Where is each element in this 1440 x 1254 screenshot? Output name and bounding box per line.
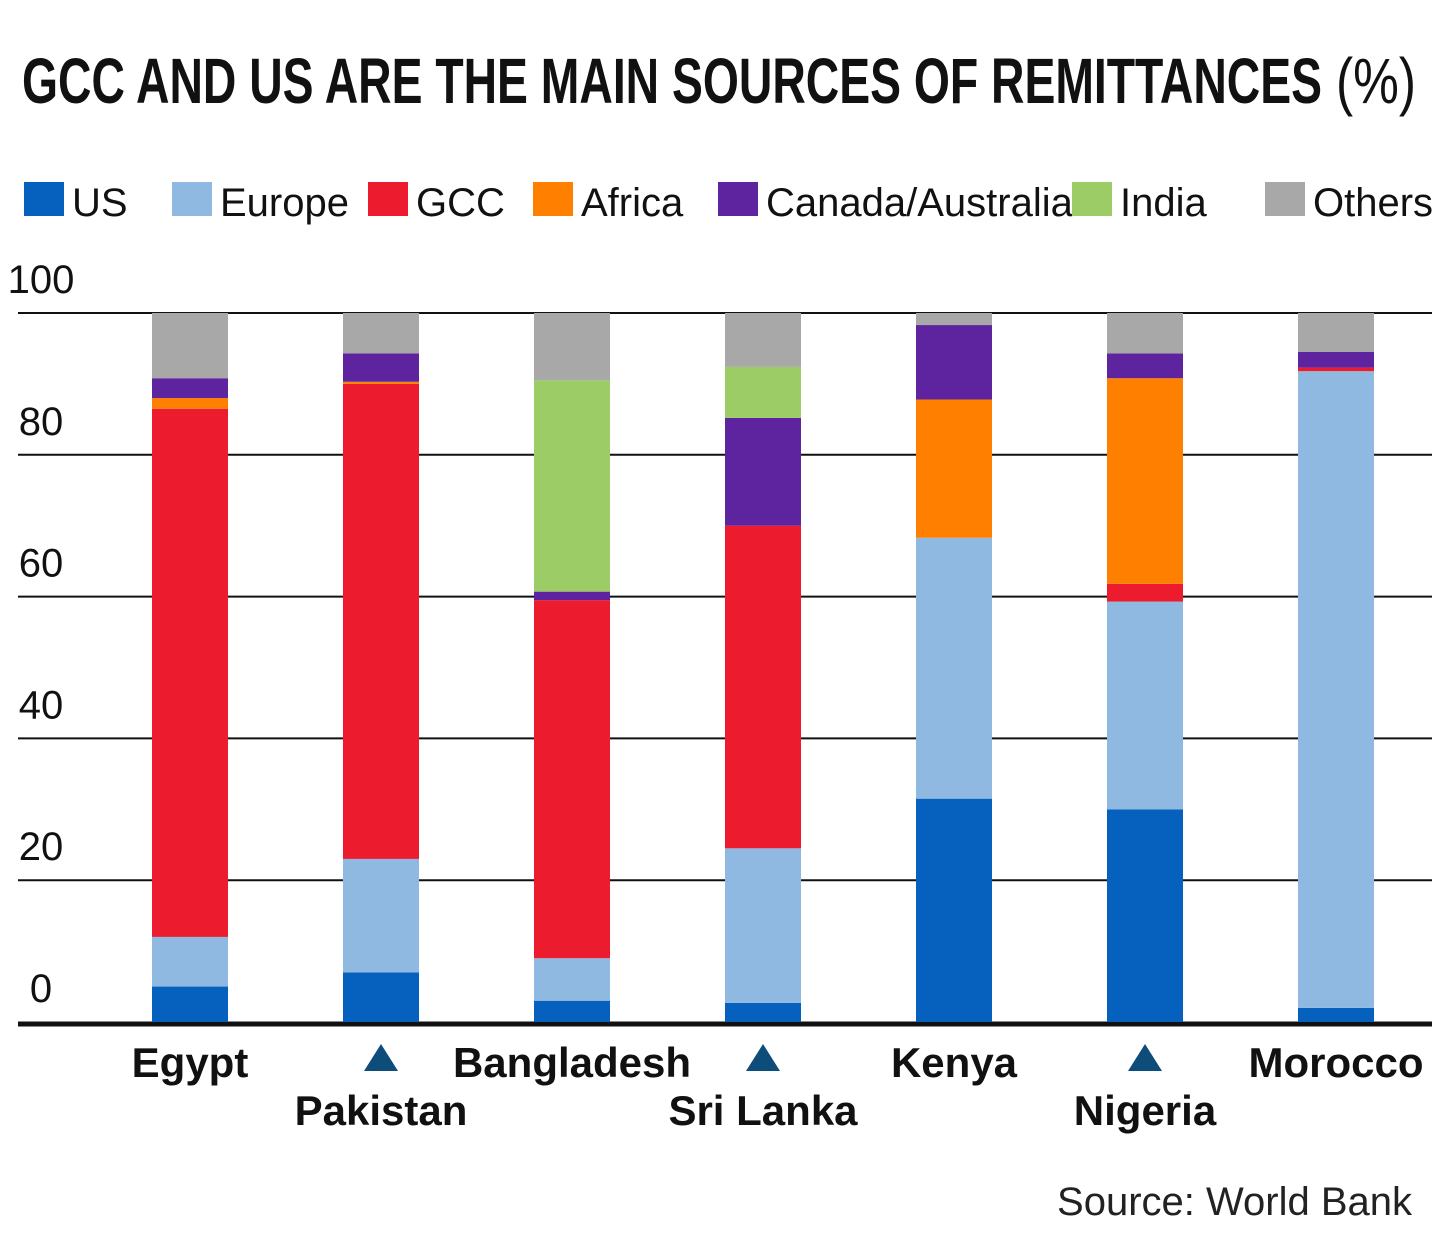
legend-swatch-africa — [533, 182, 573, 216]
legend-label-europe: Europe — [220, 181, 349, 225]
bar-nigeria-gcc — [1107, 583, 1183, 602]
bar-pakistan-canada-australia — [343, 353, 419, 382]
bar-kenya-europe — [916, 537, 992, 799]
bar-morocco-us — [1298, 1007, 1374, 1022]
bar-egypt-us — [152, 986, 228, 1022]
bar-pakistan-others — [343, 313, 419, 354]
bar-kenya-others — [916, 313, 992, 326]
bar-bangladesh-us — [534, 1000, 610, 1022]
bar-sri-lanka-us — [725, 1002, 801, 1022]
legend-item-gcc: GCC — [368, 181, 505, 225]
legend-label-gcc: GCC — [416, 181, 505, 225]
x-tick-label-sri-lanka: Sri Lanka — [668, 1087, 858, 1134]
y-tick-label-20: 20 — [19, 825, 64, 869]
chart-title: GCC AND US ARE THE MAIN SOURCES OF REMIT… — [22, 45, 1322, 117]
bar-pakistan-us — [343, 972, 419, 1022]
bars — [152, 313, 1374, 1022]
source-note: Source: World Bank — [1057, 1180, 1413, 1224]
legend-item-canada-australia: Canada/Australia — [718, 181, 1074, 225]
bar-morocco-canada-australia — [1298, 351, 1374, 368]
legend-label-canada-australia: Canada/Australia — [766, 181, 1074, 225]
legend: US Europe GCC Africa Canada/Australia India Ot… — [24, 181, 1433, 225]
bar-nigeria-africa — [1107, 378, 1183, 584]
bar-stack-kenya — [916, 313, 992, 1022]
legend-item-us: US — [24, 181, 128, 225]
legend-item-africa: Africa — [533, 181, 684, 225]
legend-label-africa: Africa — [581, 181, 684, 225]
legend-swatch-europe — [172, 182, 212, 216]
legend-label-others: Others — [1313, 181, 1433, 225]
bar-morocco-others — [1298, 313, 1374, 352]
category-marker-nigeria-triangle-icon — [1128, 1044, 1162, 1071]
bar-stack-sri-lanka — [725, 313, 801, 1022]
bar-kenya-africa — [916, 399, 992, 538]
legend-item-others: Others — [1265, 181, 1433, 225]
y-tick-label-80: 80 — [19, 400, 64, 444]
bar-morocco-gcc — [1298, 367, 1374, 372]
bar-kenya-canada-australia — [916, 325, 992, 400]
bar-pakistan-gcc — [343, 383, 419, 859]
bar-stack-nigeria — [1107, 313, 1183, 1022]
legend-item-india: India — [1072, 181, 1207, 225]
bar-stack-pakistan — [343, 313, 419, 1022]
bar-sri-lanka-canada-australia — [725, 417, 801, 526]
bar-egypt-others — [152, 313, 228, 379]
bar-egypt-canada-australia — [152, 378, 228, 399]
x-tick-label-kenya: Kenya — [891, 1039, 1018, 1086]
x-tick-label-nigeria: Nigeria — [1074, 1087, 1217, 1134]
x-tick-label-bangladesh: Bangladesh — [453, 1039, 691, 1086]
bar-egypt-africa — [152, 398, 228, 409]
category-marker-sri-lanka-triangle-icon — [746, 1044, 780, 1071]
y-tick-label-100: 100 — [8, 258, 75, 302]
x-tick-label-morocco: Morocco — [1248, 1039, 1423, 1086]
legend-label-india: India — [1120, 181, 1207, 225]
bar-bangladesh-others — [534, 313, 610, 381]
bar-nigeria-canada-australia — [1107, 353, 1183, 379]
legend-swatch-others — [1265, 182, 1305, 216]
bar-morocco-europe — [1298, 371, 1374, 1008]
bar-sri-lanka-gcc — [725, 525, 801, 849]
bar-stack-morocco — [1298, 313, 1374, 1022]
bar-bangladesh-india — [534, 380, 610, 592]
bar-nigeria-us — [1107, 809, 1183, 1022]
legend-swatch-canada-australia — [718, 182, 758, 216]
bar-sri-lanka-europe — [725, 848, 801, 1003]
legend-label-us: US — [72, 181, 128, 225]
bar-stack-bangladesh — [534, 313, 610, 1022]
category-marker-pakistan-triangle-icon — [364, 1044, 398, 1071]
x-tick-label-pakistan: Pakistan — [295, 1087, 468, 1134]
bar-bangladesh-europe — [534, 958, 610, 1001]
bar-egypt-europe — [152, 936, 228, 987]
bar-pakistan-africa — [343, 381, 419, 384]
bar-pakistan-europe — [343, 858, 419, 973]
x-tick-label-egypt: Egypt — [132, 1039, 249, 1086]
bar-stack-egypt — [152, 313, 228, 1022]
chart-title-unit: (%) — [1336, 45, 1416, 117]
y-axis: 0 20 40 60 80 100 — [8, 258, 75, 1011]
bar-kenya-us — [916, 798, 992, 1022]
bar-nigeria-others — [1107, 313, 1183, 354]
y-tick-label-0: 0 — [30, 967, 52, 1011]
bar-sri-lanka-others — [725, 313, 801, 367]
legend-swatch-us — [24, 182, 64, 216]
bar-bangladesh-gcc — [534, 600, 610, 959]
y-tick-label-40: 40 — [19, 683, 64, 727]
y-tick-label-60: 60 — [19, 542, 64, 586]
legend-swatch-india — [1072, 182, 1112, 216]
bar-sri-lanka-india — [725, 366, 801, 418]
bar-egypt-gcc — [152, 408, 228, 937]
bar-bangladesh-canada-australia — [534, 591, 610, 601]
legend-swatch-gcc — [368, 182, 408, 216]
legend-item-europe: Europe — [172, 181, 349, 225]
bar-nigeria-europe — [1107, 601, 1183, 810]
